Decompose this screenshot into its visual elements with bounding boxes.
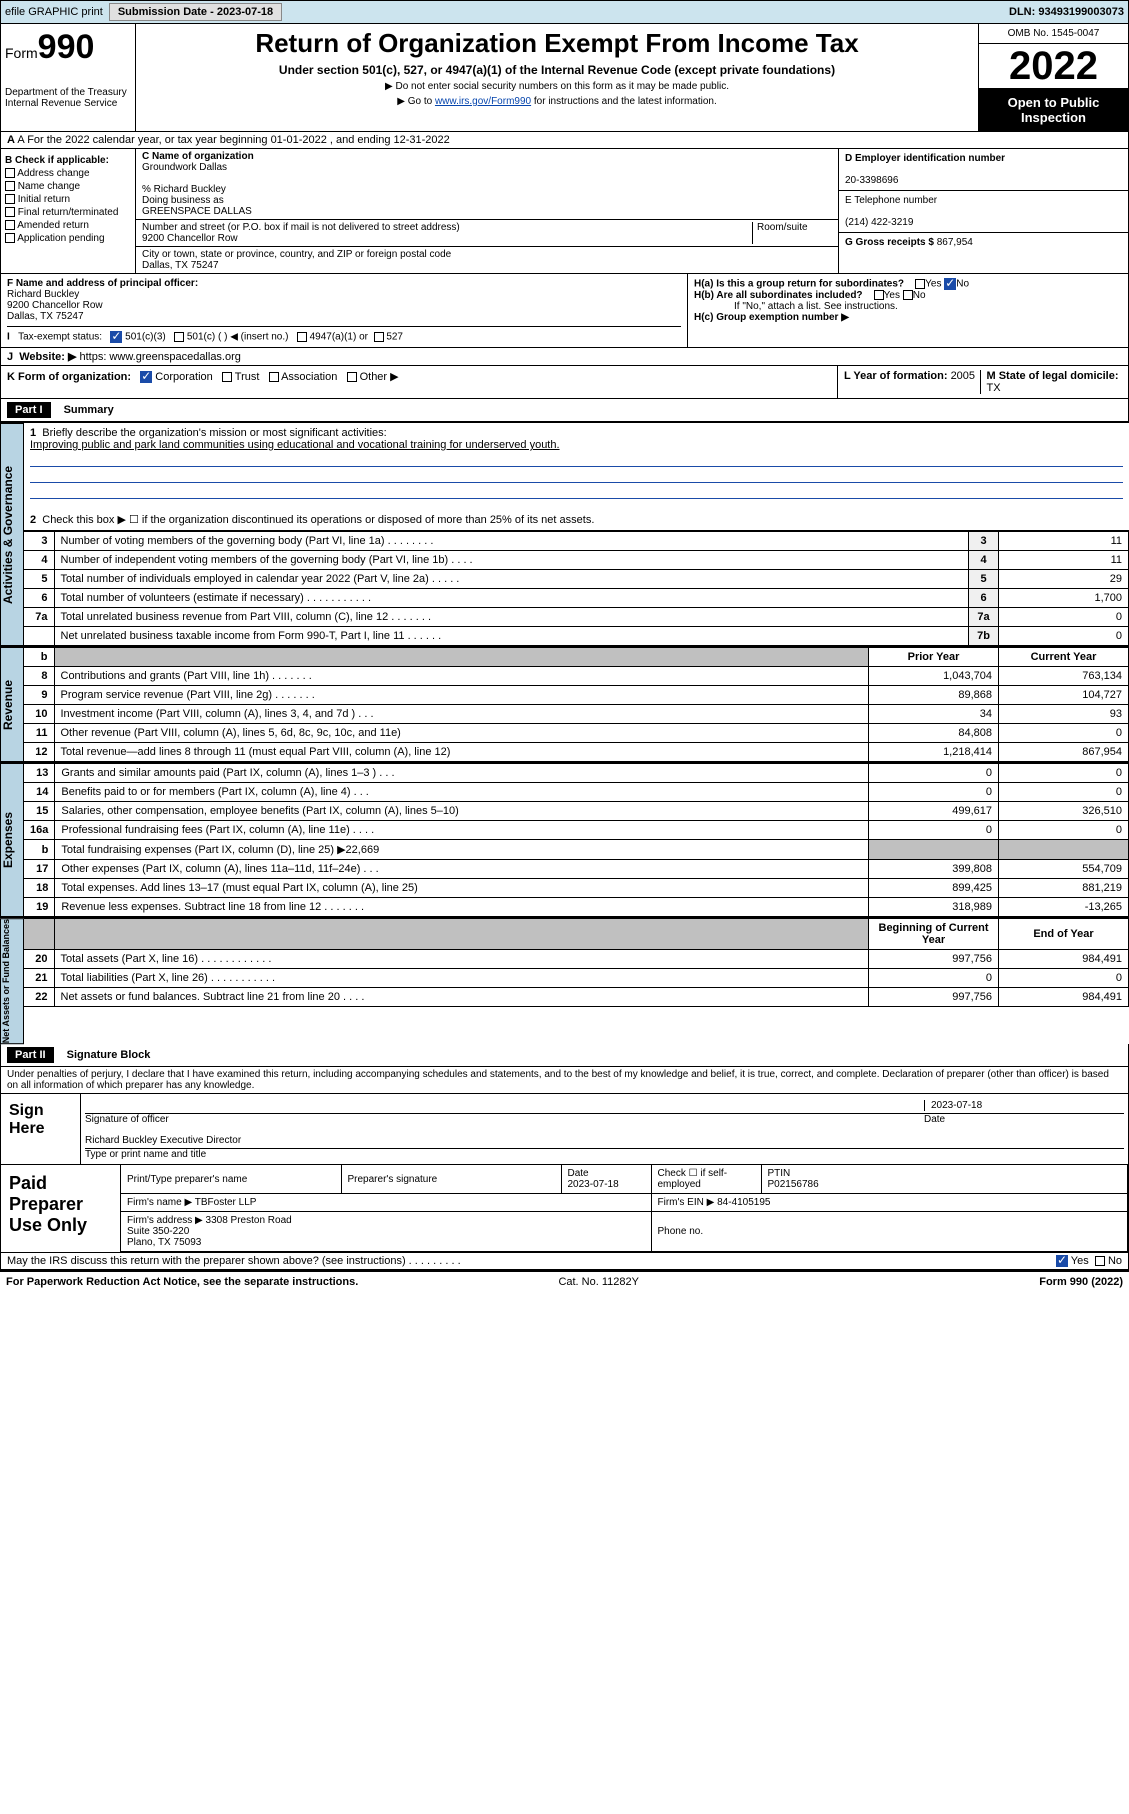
row-a: A A For the 2022 calendar year, or tax y… [0,132,1129,149]
vert-governance: Activities & Governance [0,423,24,646]
gross: 867,954 [937,237,973,248]
sec-expenses: Expenses 13Grants and similar amounts pa… [0,762,1129,917]
omb-number: OMB No. 1545-0047 [979,24,1128,44]
chk-corp[interactable] [140,371,152,383]
website: https: www.greenspacedallas.org [79,351,240,363]
ein: 20-3398696 [845,175,898,186]
dba-name: GREENSPACE DALLAS [142,206,252,217]
paid-preparer-block: Paid Preparer Use Only Print/Type prepar… [0,1165,1129,1253]
header-mid: Return of Organization Exempt From Incom… [136,24,978,131]
sign-block: Sign Here 2023-07-18 Signature of office… [0,1094,1129,1165]
rev-table: b Prior Year Current Year 8Contributions… [24,647,1129,762]
row-f: F Name and address of principal officer:… [0,274,1129,348]
sec-net: Net Assets or Fund Balances Beginning of… [0,917,1129,1044]
dln: DLN: 93493199003073 [1009,6,1124,18]
firm-name: TBFoster LLP [195,1197,257,1208]
ptin: P02156786 [768,1179,819,1190]
mission-text: Improving public and park land communiti… [30,439,560,451]
chk-addr[interactable]: Address change [5,168,131,179]
vert-revenue: Revenue [0,647,24,762]
info-grid: B Check if applicable: Address change Na… [0,149,1129,274]
tax-year: 2022 [979,44,1128,89]
vert-expenses: Expenses [0,763,24,917]
ssn-note: ▶ Do not enter social security numbers o… [140,81,974,92]
row-j: J Website: ▶ https: www.greenspacedallas… [0,348,1129,366]
firm-ein: 84-4105195 [717,1197,770,1208]
chk-amend[interactable]: Amended return [5,220,131,231]
org-name: Groundwork Dallas [142,162,227,173]
chk-final[interactable]: Final return/terminated [5,207,131,218]
row-k: K Form of organization: Corporation Trus… [0,366,1129,399]
irs-label: Internal Revenue Service [5,98,131,109]
dept-treasury: Department of the Treasury [5,87,131,98]
officer-name: Richard Buckley Executive Director [85,1135,241,1146]
submission-date-button[interactable]: Submission Date - 2023-07-18 [109,3,282,21]
net-table: Beginning of Current Year End of Year 20… [24,918,1129,1007]
part-i-header: Part I Summary [0,399,1129,422]
street-addr: 9200 Chancellor Row [142,233,238,244]
page-footer: For Paperwork Reduction Act Notice, see … [0,1270,1129,1292]
gov-table: 3Number of voting members of the governi… [24,531,1129,646]
chk-pend[interactable]: Application pending [5,233,131,244]
irs-link[interactable]: www.irs.gov/Form990 [435,96,531,107]
discuss-row: May the IRS discuss this return with the… [0,1253,1129,1270]
sec-revenue: Revenue b Prior Year Current Year 8Contr… [0,646,1129,762]
sec-governance: Activities & Governance 1 Briefly descri… [0,422,1129,646]
phone: (214) 422-3219 [845,217,913,228]
paid-label: Paid Preparer Use Only [1,1165,121,1252]
efile-label: efile GRAPHIC print [5,6,103,18]
col-de: D Employer identification number20-33986… [838,149,1128,273]
goto-note: ▶ Go to www.irs.gov/Form990 for instruct… [140,96,974,107]
header-right: OMB No. 1545-0047 2022 Open to Public In… [978,24,1128,131]
penalties: Under penalties of perjury, I declare th… [0,1067,1129,1094]
form-header: Form990 Department of the Treasury Inter… [0,24,1129,132]
col-c: C Name of organization Groundwork Dallas… [136,149,838,273]
part-ii-header: Part II Signature Block [0,1044,1129,1067]
city-addr: Dallas, TX 75247 [142,260,219,271]
chk-no[interactable] [944,278,956,290]
form-title: Return of Organization Exempt From Incom… [140,28,974,59]
form-subtitle: Under section 501(c), 527, or 4947(a)(1)… [140,63,974,77]
pct-name: % Richard Buckley [142,184,226,195]
chk-name[interactable]: Name change [5,181,131,192]
exp-table: 13Grants and similar amounts paid (Part … [24,763,1129,917]
chk-initial[interactable]: Initial return [5,194,131,205]
header-left: Form990 Department of the Treasury Inter… [1,24,136,131]
chk-501c3[interactable] [110,331,122,343]
top-bar: efile GRAPHIC print Submission Date - 20… [0,0,1129,24]
open-inspect: Open to Public Inspection [979,89,1128,131]
vert-net: Net Assets or Fund Balances [0,918,24,1044]
chk-discuss-yes[interactable] [1056,1255,1068,1267]
col-b: B Check if applicable: Address change Na… [1,149,136,273]
sign-here-label: Sign Here [1,1094,81,1164]
